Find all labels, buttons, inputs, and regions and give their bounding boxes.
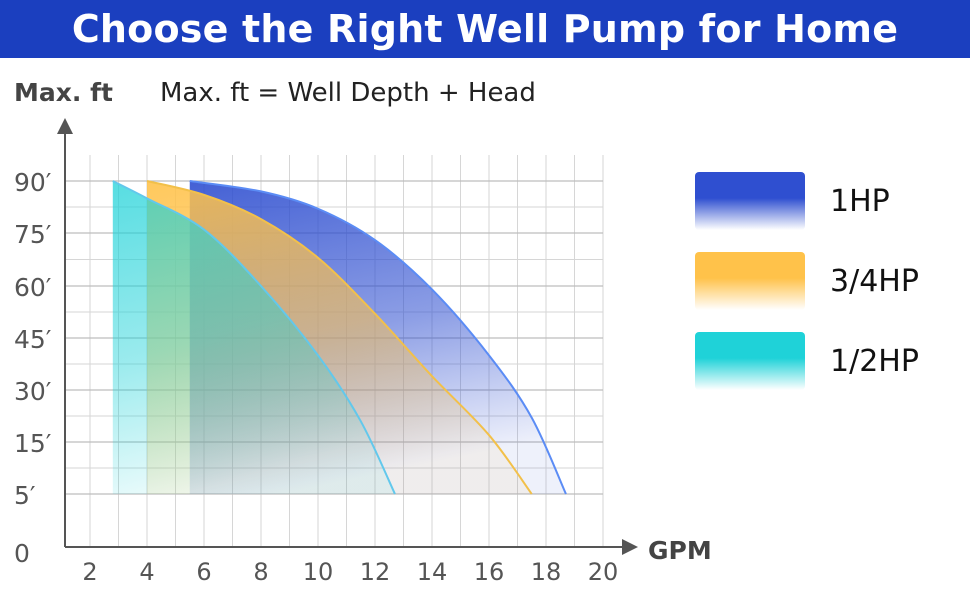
legend: 1HP 3/4HP 1/2HP bbox=[695, 172, 955, 412]
x-tick-label: 16 bbox=[474, 558, 505, 586]
x-tick-label: 8 bbox=[253, 558, 268, 586]
y-axis-arrow-icon bbox=[57, 118, 73, 134]
y-tick-label: 30′ bbox=[14, 377, 52, 406]
legend-swatch-1-2hp bbox=[695, 332, 805, 390]
y-tick-label: 60′ bbox=[14, 273, 52, 302]
legend-label-3-4hp: 3/4HP bbox=[830, 264, 919, 299]
y-tick-label: 75′ bbox=[14, 220, 52, 249]
x-tick-label: 6 bbox=[196, 558, 211, 586]
legend-label-1hp: 1HP bbox=[830, 184, 890, 219]
series-curve-1hp bbox=[189, 180, 567, 495]
x-axis-title: GPM bbox=[648, 536, 712, 565]
y-tick-label: 0 bbox=[14, 539, 30, 568]
x-tick-label: 12 bbox=[360, 558, 391, 586]
legend-swatch-3-4hp bbox=[695, 252, 805, 310]
y-axis-title: Max. ft bbox=[14, 78, 113, 107]
legend-item-1-2hp: 1/2HP bbox=[695, 332, 955, 390]
series-area-1-2hp bbox=[112, 181, 395, 494]
legend-swatch-1hp bbox=[695, 172, 805, 230]
x-tick-label: 10 bbox=[303, 558, 334, 586]
series-curve-3-4hp bbox=[146, 180, 533, 495]
legend-item-3-4hp: 3/4HP bbox=[695, 252, 955, 310]
x-tick-label: 2 bbox=[82, 558, 97, 586]
page-title: Choose the Right Well Pump for Home bbox=[71, 7, 899, 51]
x-axis-arrow-icon bbox=[622, 539, 638, 555]
title-banner: Choose the Right Well Pump for Home bbox=[0, 0, 970, 58]
x-tick-label: 14 bbox=[417, 558, 448, 586]
y-tick-label: 15′ bbox=[14, 429, 52, 458]
y-tick-label: 90′ bbox=[14, 168, 52, 197]
x-tick-label: 20 bbox=[588, 558, 619, 586]
y-tick-label: 5′ bbox=[14, 481, 36, 510]
legend-label-1-2hp: 1/2HP bbox=[830, 344, 919, 379]
x-tick-label: 4 bbox=[139, 558, 154, 586]
formula-note: Max. ft = Well Depth + Head bbox=[160, 78, 536, 108]
x-tick-label: 18 bbox=[531, 558, 562, 586]
y-tick-label: 45′ bbox=[14, 325, 52, 354]
legend-item-1hp: 1HP bbox=[695, 172, 955, 230]
series-curve-1-2hp bbox=[112, 180, 396, 495]
